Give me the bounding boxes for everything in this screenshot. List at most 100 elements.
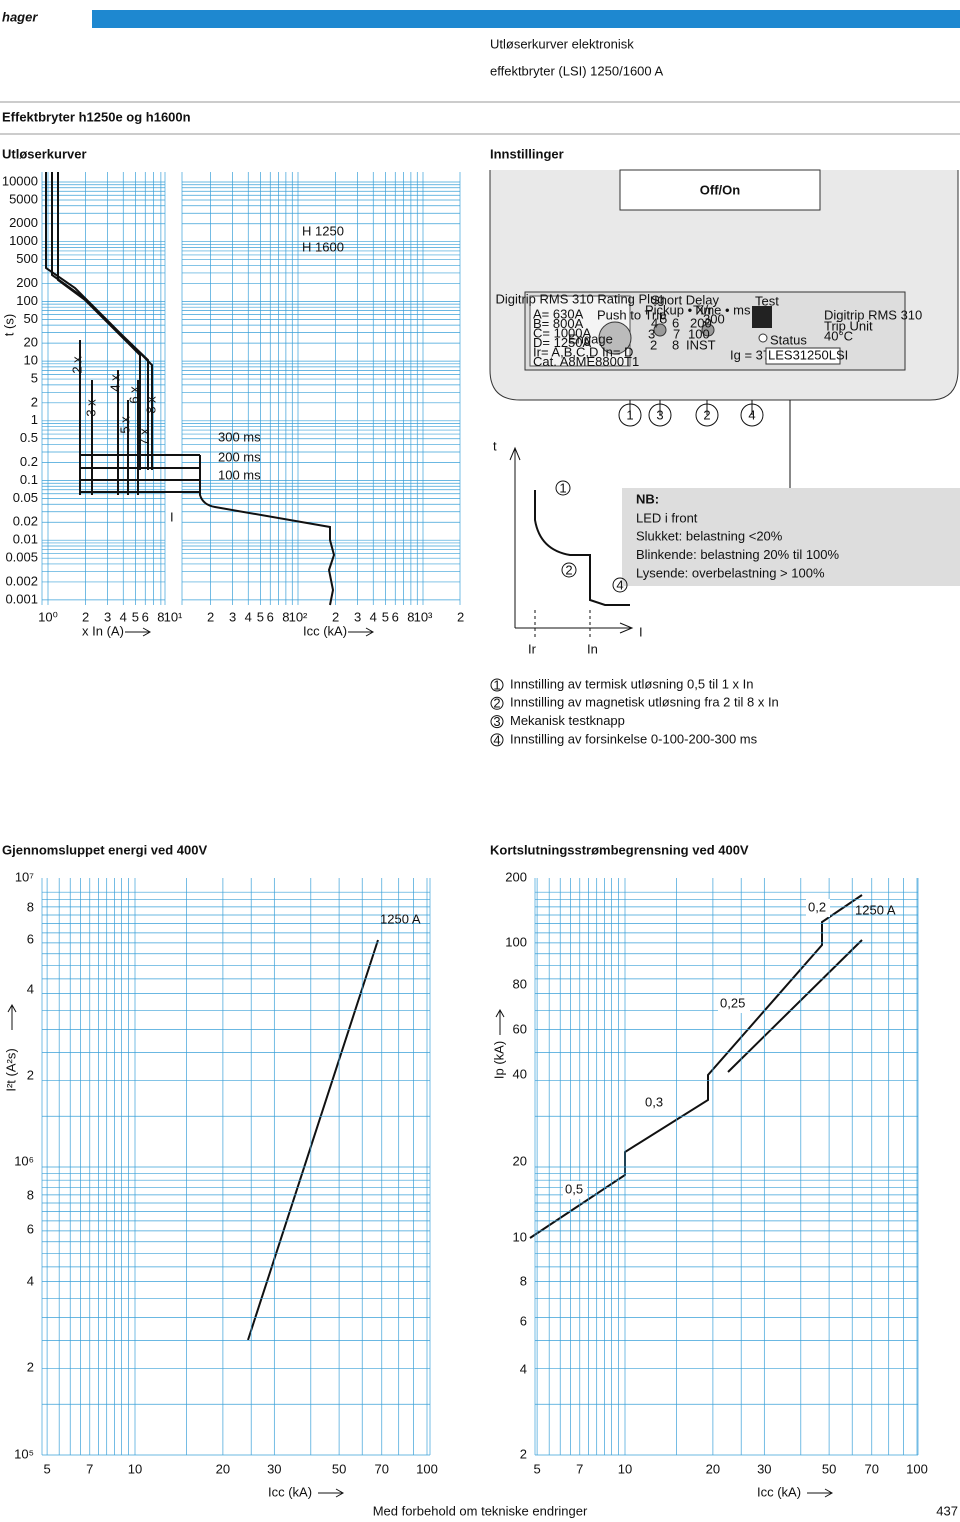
x-tick-label: 4 — [370, 609, 377, 624]
plug-line: Cat. A8ME8800T1 — [533, 354, 639, 369]
arrow — [495, 1008, 505, 1035]
nb-line: LED i front — [636, 510, 698, 525]
page-number: 437 — [936, 1503, 958, 1518]
switch-label: Off/On — [700, 182, 740, 197]
trip-curves — [45, 172, 336, 606]
y-tick-label: 6 — [520, 1313, 527, 1328]
axis-label: I — [639, 624, 643, 639]
model-box — [765, 347, 841, 365]
y-tick-label: 10⁵ — [14, 1446, 34, 1461]
subtitle: Effektbryter h1250e og h1600n — [2, 109, 191, 124]
y-tick-label: 2 — [31, 394, 38, 409]
x-tick-label: 8 — [282, 609, 289, 624]
x-tick-label: 5 — [132, 609, 139, 624]
x-tick-label: 6 — [392, 609, 399, 624]
axis-label: t — [493, 438, 497, 453]
circled-number-text: 3 — [493, 714, 500, 729]
diagram-curve — [534, 490, 630, 606]
nb-line: Lysende: overbelastning > 100% — [636, 565, 825, 580]
x-tick-label: 2 — [82, 609, 89, 624]
pickup-value: 6 — [672, 315, 679, 330]
label-bg — [563, 1181, 587, 1199]
x-tick-label: 20 — [216, 1461, 230, 1476]
multiplier-label: 4 x — [107, 374, 122, 392]
circled-number-text: 2 — [493, 696, 500, 711]
y-tick-label: 1 — [31, 412, 38, 427]
circled-number — [612, 577, 628, 593]
pickup-label: Pickup • X/r — [645, 302, 713, 317]
x-tick-label: 2 — [332, 609, 339, 624]
factor-label: 0,25 — [720, 995, 745, 1010]
y-tick-label: 5000 — [9, 191, 38, 206]
diagram-axes — [509, 446, 634, 634]
x-tick-label: 5 — [257, 609, 264, 624]
test-label: Test — [755, 293, 779, 308]
y-tick-label: 100 — [505, 934, 527, 949]
y-tick-label: 20 — [513, 1153, 527, 1168]
model-label: LES31250LSI — [768, 347, 848, 362]
y-tick-label: 5 — [31, 371, 38, 386]
y-tick-label: 80 — [513, 976, 527, 991]
circled-number — [490, 715, 504, 729]
pickup-value: 4 — [651, 315, 658, 330]
plug-title: Digitrip RMS 310 Rating Plug — [495, 291, 664, 306]
label-bg — [806, 899, 830, 917]
factor-label: 0,3 — [645, 1094, 663, 1109]
y-tick-label: 200 — [16, 275, 38, 290]
arrow — [7, 1003, 17, 1030]
circled-number — [490, 678, 504, 692]
pickup-value: 8 — [672, 337, 679, 352]
x-tick-label: 7 — [576, 1461, 583, 1476]
circled-number — [740, 403, 764, 427]
x-tick-label: 30 — [757, 1461, 771, 1476]
delay-label: 300 ms — [218, 429, 261, 444]
x-tick-label: 2 — [457, 609, 464, 624]
y-tick-label: 10⁷ — [15, 869, 34, 884]
plug-line: A= 630A — [533, 306, 584, 321]
y-tick-label: 20 — [24, 335, 38, 350]
note-text: Innstilling av magnetisk utløsning fra 2… — [510, 695, 779, 710]
unit-label: Trip Unit — [824, 318, 873, 333]
circled-number-text: 1 — [559, 480, 566, 495]
nb-title: NB: — [636, 491, 659, 506]
curve-label: 1250 A — [380, 911, 421, 926]
page-title: effektbryter (LSI) 1250/1600 A — [490, 63, 664, 78]
chart-title: Kortslutningsstrømbegrensning ved 400V — [490, 842, 749, 857]
y-axis-label: t (s) — [1, 314, 16, 336]
switch-box — [619, 169, 821, 211]
circled-number-text: 4 — [493, 732, 500, 747]
model-label: H 1600 — [302, 239, 344, 254]
y-tick-label: 4 — [27, 981, 34, 996]
y-tick-label: 4 — [27, 1273, 34, 1288]
x-tick-label: 20 — [706, 1461, 720, 1476]
y-tick-label: 8 — [27, 1187, 34, 1202]
circled-number — [618, 403, 642, 427]
pickup-value: 3 — [648, 326, 655, 341]
section-heading: Innstillinger — [490, 146, 564, 161]
y-tick-label: 0.5 — [20, 430, 38, 445]
multiplier-label: 3 x — [83, 399, 98, 417]
x-tick-label: 10³ — [414, 609, 433, 624]
circled-number-text: 2 — [703, 407, 710, 422]
x-tick-label: 8 — [157, 609, 164, 624]
status-label: Status — [770, 332, 807, 347]
nb-line: Blinkende: belastning 20% til 100% — [636, 547, 840, 562]
circled-number-text: 2 — [565, 562, 572, 577]
circled-number-text: 4 — [616, 577, 623, 592]
x-tick-label: 6 — [142, 609, 149, 624]
y-tick-label: 2 — [520, 1446, 527, 1461]
time-value: 100 — [688, 326, 710, 341]
nb-line: Slukket: belastning <20% — [636, 529, 783, 544]
circled-number — [490, 733, 504, 747]
y-tick-label: 10⁶ — [14, 1153, 34, 1168]
pickup-dial — [653, 323, 667, 337]
time-value: 300 — [703, 311, 725, 326]
plug-line: C= 1000A — [533, 325, 592, 340]
x-tick-label: 10 — [618, 1461, 632, 1476]
delay-label: 100 ms — [218, 467, 261, 482]
unit-label: Digitrip RMS 310 — [824, 307, 922, 322]
plug-line: B= 800A — [533, 316, 584, 331]
factor-label: 0,2 — [808, 899, 826, 914]
y-tick-label: 60 — [513, 1021, 527, 1036]
x-tick-label: 10¹ — [164, 609, 183, 624]
